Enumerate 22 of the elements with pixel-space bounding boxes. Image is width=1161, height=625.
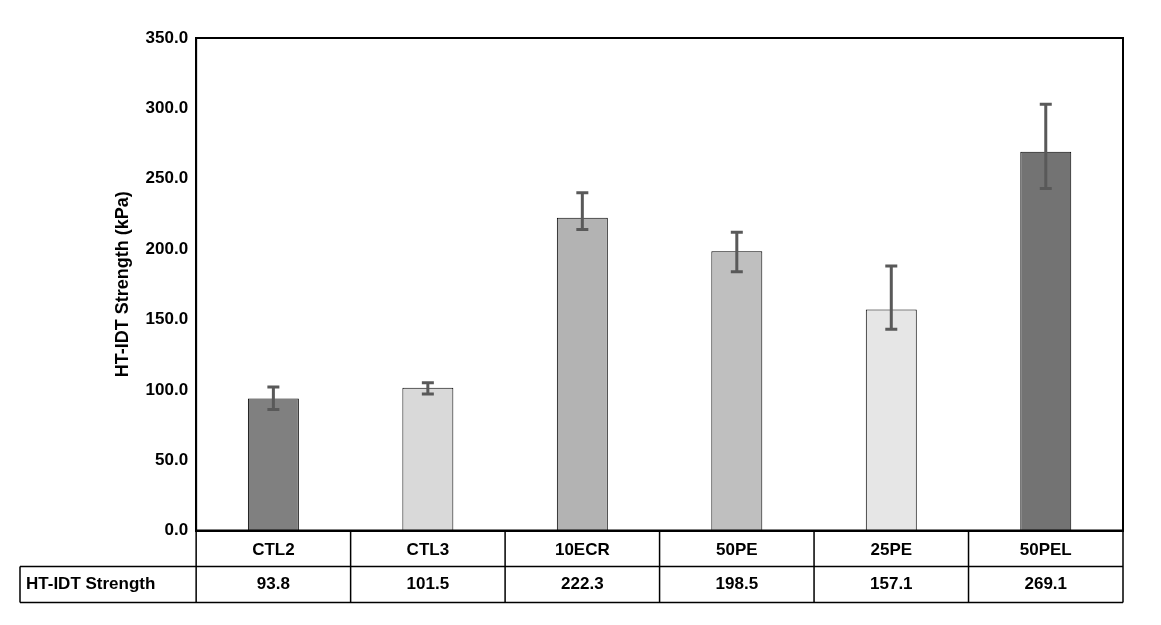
y-tick-label: 300.0 <box>145 98 189 118</box>
x-tick-label: CTL3 <box>406 540 450 560</box>
text: HT-IDT Strength <box>26 574 156 594</box>
y-axis-title: HT-IDT Strength (kPa) <box>111 191 132 378</box>
y-tick-label: 200.0 <box>145 238 189 258</box>
y-tick-label: 150.0 <box>145 309 189 329</box>
y-tick-label: 350.0 <box>145 27 189 47</box>
data-label: 157.1 <box>870 574 913 594</box>
data-label: 93.8 <box>256 574 290 594</box>
x-tick-label: 10ECR <box>554 540 610 560</box>
data-label: 198.5 <box>715 574 759 594</box>
data-label: 222.3 <box>561 574 604 594</box>
x-tick-label: 50PEL <box>1019 540 1072 560</box>
y-tick-label: 250.0 <box>145 168 189 188</box>
x-tick-label: CTL2 <box>252 540 295 560</box>
y-tick-label: 50.0 <box>155 449 189 469</box>
data-label: 269.1 <box>1024 574 1068 594</box>
data-label: 101.5 <box>406 574 450 594</box>
y-tick-label: 100.0 <box>145 379 189 399</box>
x-tick-label: 25PE <box>870 540 913 560</box>
y-tick-label: 0.0 <box>164 520 189 540</box>
x-tick-label: 50PE <box>716 540 758 560</box>
